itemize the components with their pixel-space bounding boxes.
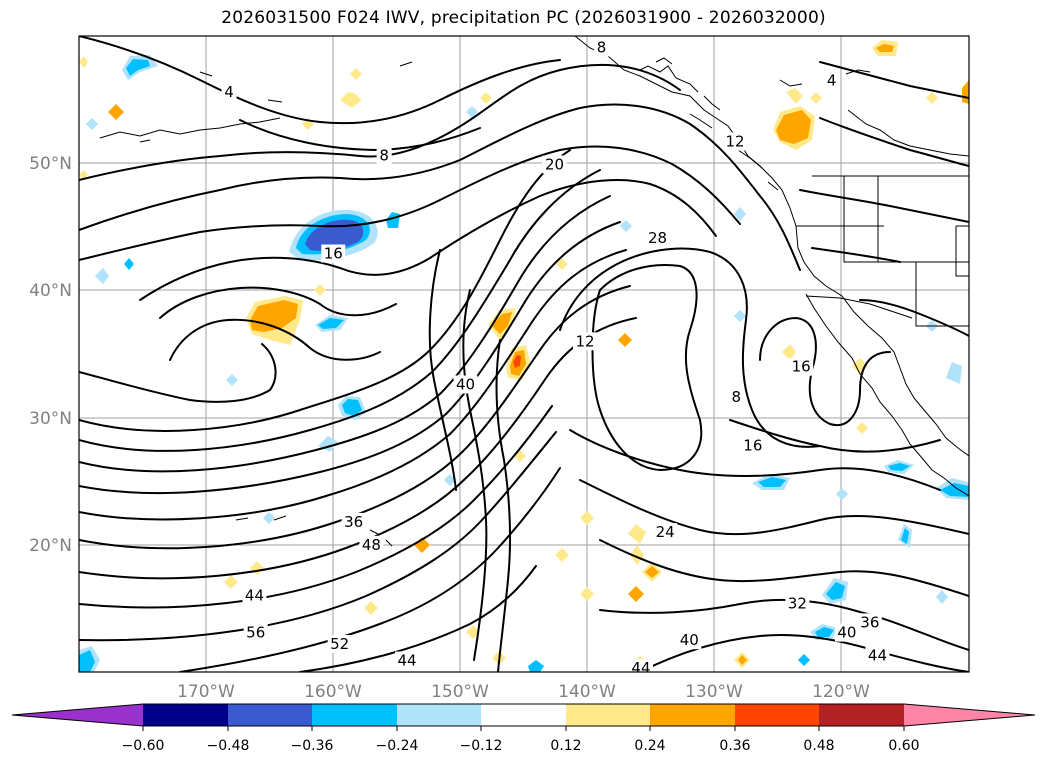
contour-labels: 8448820121628124016163648244456524432403… — [221, 38, 890, 677]
contour-label: 8 — [379, 147, 389, 165]
negative-anomaly-patch — [79, 55, 969, 672]
lon-label-130w: 130°W — [685, 682, 743, 702]
contour-label-background — [677, 631, 702, 650]
colorbar-segment-pos-012 — [566, 704, 650, 726]
contour-label-background — [857, 613, 882, 632]
colorbar-ticks — [142, 726, 905, 731]
contour-label: 36 — [344, 513, 363, 531]
contour-label: 8 — [597, 38, 607, 56]
contour-label-background — [221, 82, 237, 101]
lon-label-120w: 120°W — [812, 682, 870, 702]
colorbar-tick-label: 0.60 — [888, 738, 919, 754]
map-title: 2026031500 F024 IWV, precipitation PC (2… — [221, 8, 826, 28]
colorbar-tick-label: 0.36 — [719, 738, 750, 754]
colorbar-tick-label: 0.12 — [550, 738, 581, 754]
lon-label-170w: 170°W — [177, 682, 235, 702]
contour-label-background — [542, 155, 567, 174]
contour-label: 12 — [575, 332, 594, 350]
contour-label-background — [395, 651, 420, 670]
contour-label-background — [645, 229, 670, 248]
colorbar-segment-neg-036 — [312, 704, 397, 726]
contour-label: 44 — [245, 587, 264, 605]
contour-label-background — [359, 535, 384, 554]
colorbar-over-extension — [904, 704, 1035, 726]
contour-label: 44 — [631, 659, 650, 677]
contour-label: 4 — [224, 83, 234, 101]
contour-label-background — [834, 623, 859, 642]
colorbar-segment-neg-024 — [397, 704, 481, 726]
contour-label: 24 — [656, 523, 675, 541]
contour-label: 36 — [860, 613, 879, 631]
contour-label-background — [824, 71, 840, 90]
contour-label-background — [740, 436, 765, 455]
contour-label: 16 — [324, 245, 343, 263]
colorbar: −0.60 −0.48 −0.36 −0.24 −0.12 0.12 0.24 … — [11, 703, 1036, 754]
lat-label-50n: 50°N — [29, 154, 72, 174]
contour-label-background — [376, 146, 392, 165]
contour-label-background — [865, 646, 890, 665]
contour-label-background — [653, 523, 678, 542]
colorbar-tick-label: −0.12 — [460, 738, 503, 754]
colorbar-segment-zero — [481, 704, 566, 726]
contour-label-background — [789, 357, 814, 376]
contour-label-background — [728, 388, 744, 407]
lon-axis-labels: 170°W 160°W 150°W 140°W 130°W 120°W — [177, 682, 870, 702]
contour-label-background — [321, 244, 346, 263]
contour-label: 32 — [788, 594, 807, 612]
lon-label-160w: 160°W — [304, 682, 362, 702]
lon-label-140w: 140°W — [558, 682, 616, 702]
contour-label-background — [327, 635, 352, 654]
lon-label-150w: 150°W — [431, 682, 489, 702]
colorbar-tick-label: 0.24 — [634, 738, 665, 754]
contour-label: 40 — [456, 376, 475, 394]
colorbar-tick-label: −0.36 — [291, 738, 334, 754]
contour-label: 44 — [397, 652, 416, 670]
colorbar-segment-pos-024 — [650, 704, 735, 726]
contour-label: 52 — [330, 635, 349, 653]
contour-label: 16 — [743, 437, 762, 455]
colorbar-segment-pos-048 — [819, 704, 904, 726]
map-frame — [78, 35, 970, 673]
colorbar-tick-label: −0.60 — [122, 738, 165, 754]
contour-label: 20 — [545, 155, 564, 173]
contour-label-background — [243, 623, 268, 642]
lat-label-20n: 20°N — [29, 536, 72, 556]
colorbar-tick-label: −0.48 — [207, 738, 250, 754]
coastlines — [99, 36, 969, 547]
contour-label: 40 — [837, 624, 856, 642]
contour-label: 28 — [648, 229, 667, 247]
colorbar-tick-label: −0.24 — [376, 738, 419, 754]
colorbar-tick-label: 0.48 — [803, 738, 834, 754]
contour-label: 8 — [732, 388, 742, 406]
contour-label-background — [594, 38, 610, 57]
lat-axis-labels: 50°N 40°N 30°N 20°N — [29, 154, 72, 556]
contour-label: 12 — [726, 133, 745, 151]
contour-label-background — [573, 332, 598, 351]
contour-label-background — [341, 512, 366, 531]
contour-label: 40 — [680, 631, 699, 649]
contour-label-background — [785, 594, 810, 613]
colorbar-segment-pos-036 — [735, 704, 819, 726]
contour-label-background — [453, 375, 478, 394]
contour-label-background — [723, 132, 748, 151]
contour-label-background — [628, 659, 653, 672]
contour-label: 4 — [827, 72, 837, 90]
colorbar-under-extension — [12, 704, 143, 726]
lat-label-30n: 30°N — [29, 409, 72, 429]
contour-label: 44 — [868, 646, 887, 664]
contour-label: 48 — [362, 536, 381, 554]
contour-label-background — [242, 586, 267, 605]
lat-label-40n: 40°N — [29, 281, 72, 301]
colorbar-segment-neg-048 — [228, 704, 312, 726]
contour-label: 56 — [246, 624, 265, 642]
colorbar-segment-neg-060 — [143, 704, 228, 726]
contour-label: 16 — [792, 358, 811, 376]
